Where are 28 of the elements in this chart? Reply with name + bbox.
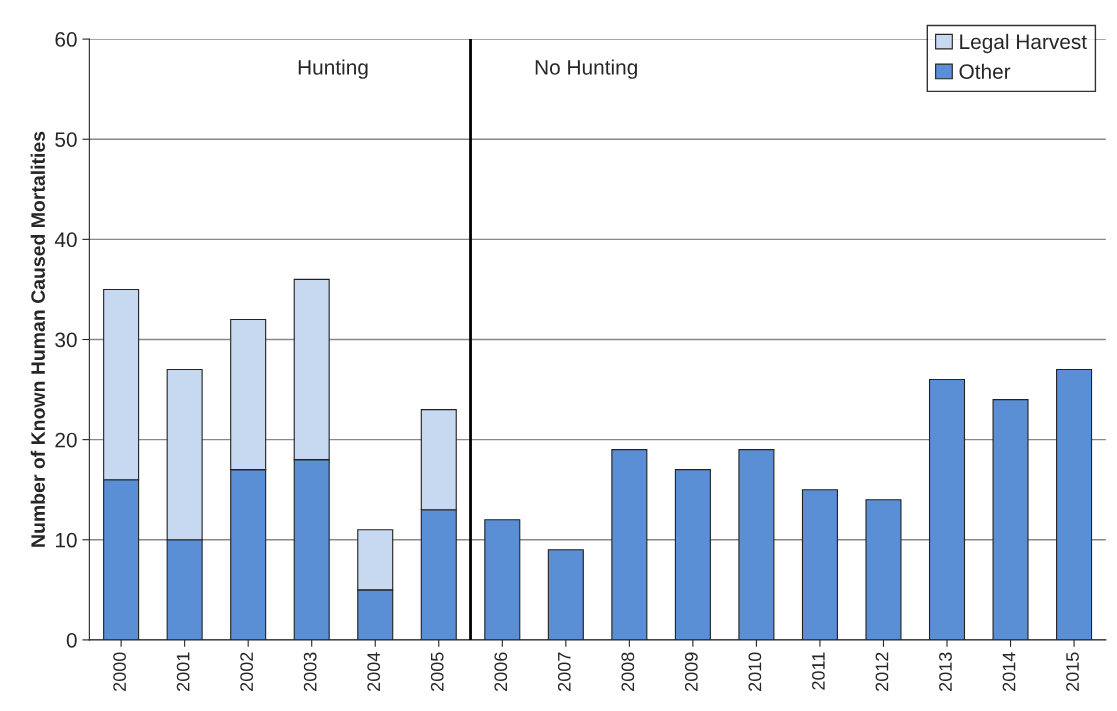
x-tick-label: 2010 [748,652,762,691]
x-tick-label: 2009 [684,652,698,691]
x-tick-label: 2008 [621,652,635,691]
y-tick-label: 10 [55,532,77,548]
y-tick-label: 50 [55,132,77,147]
x-tick-label: 2002 [240,652,254,691]
y-tick-label: 30 [55,332,77,348]
x-tick-label: 2005 [430,652,444,691]
x-tick-label: 2011 [812,652,825,690]
legend-label: Legal Harvest [960,33,1087,54]
y-tick-label: 40 [54,232,77,248]
x-tick-label: 2013 [939,652,952,691]
x-tick-label: 2001 [176,652,190,691]
x-tick-label: 2012 [875,652,889,691]
y-tick-label: 20 [55,432,77,448]
legend-label: Other [959,63,1011,79]
x-tick-label: 2006 [494,652,508,691]
annotation: No Hunting [535,59,637,79]
x-tick-label: 2000 [113,652,126,691]
annotation: Hunting [298,59,368,79]
x-tick-label: 2015 [1066,652,1079,691]
x-tick-label: 2014 [1002,652,1016,691]
x-tick-label: 2004 [367,652,381,691]
y-tick-label: 60 [55,32,77,47]
y-axis-title: Number of Known Human Caused Mortalities [30,131,45,547]
y-tick-label: 0 [66,632,77,648]
x-tick-label: 2003 [303,652,317,691]
x-tick-label: 2007 [557,652,571,691]
